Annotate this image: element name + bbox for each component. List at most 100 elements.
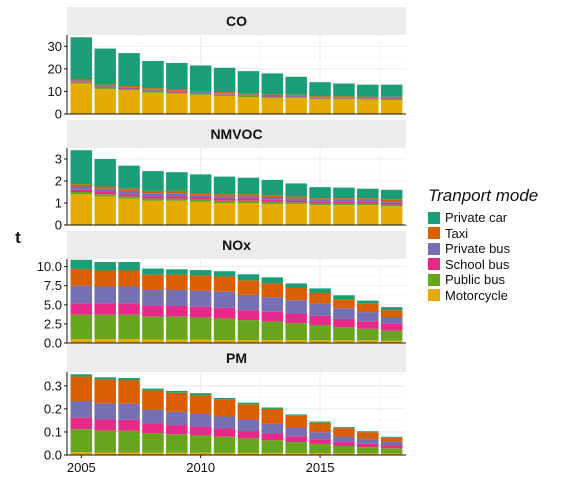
facet-strip bbox=[67, 344, 406, 372]
bar-segment bbox=[189, 92, 212, 94]
bar-segment bbox=[357, 98, 379, 99]
bar-segment bbox=[118, 303, 140, 315]
legend-label: Motorcycle bbox=[445, 287, 508, 303]
bar-segment bbox=[237, 194, 260, 197]
bar-segment bbox=[118, 198, 140, 225]
bar-segment bbox=[142, 274, 164, 290]
bar-segment bbox=[70, 184, 93, 187]
bar-segment bbox=[309, 187, 331, 199]
bar-segment bbox=[118, 53, 140, 87]
bar-segment bbox=[189, 339, 212, 343]
bar-segment bbox=[70, 82, 93, 84]
bar-segment bbox=[118, 190, 140, 195]
bar-segment bbox=[213, 94, 236, 96]
bar-segment bbox=[189, 93, 212, 94]
bar-segment bbox=[166, 425, 188, 435]
bar-segment bbox=[333, 199, 355, 202]
bar-segment bbox=[166, 339, 188, 343]
bar-segment bbox=[261, 339, 284, 343]
bar-segment bbox=[70, 376, 93, 402]
bar-segment bbox=[285, 323, 307, 340]
bar-segment bbox=[70, 192, 93, 195]
bar-segment bbox=[261, 408, 284, 424]
bar-segment bbox=[309, 443, 331, 454]
bar-segment bbox=[333, 99, 355, 114]
bar-segment bbox=[261, 297, 284, 312]
bar-segment bbox=[285, 96, 307, 98]
bar-segment bbox=[166, 89, 188, 91]
bar-segment bbox=[213, 339, 236, 343]
facet-title: NOx bbox=[222, 237, 251, 253]
bar-segment bbox=[357, 84, 379, 97]
bar-segment bbox=[333, 201, 355, 204]
bar-segment bbox=[237, 93, 260, 95]
bar-segment bbox=[237, 402, 260, 405]
bar-segment bbox=[166, 62, 188, 90]
bar-segment bbox=[380, 97, 403, 99]
bar-segment bbox=[261, 407, 284, 409]
bar-segment bbox=[142, 423, 164, 434]
bar-segment bbox=[333, 96, 355, 98]
bar-segment bbox=[309, 288, 331, 293]
bar-segment bbox=[166, 198, 188, 201]
bar-segment bbox=[333, 83, 355, 97]
bar-segment bbox=[166, 196, 188, 199]
legend: Tranport mode Private car Taxi Private bus… bbox=[428, 186, 568, 303]
bar-segment bbox=[94, 84, 116, 87]
bar-segment bbox=[142, 339, 164, 343]
bar-segment bbox=[380, 441, 403, 446]
bar-segment bbox=[118, 339, 140, 343]
y-tick-label: 5.0 bbox=[44, 297, 62, 312]
bar-segment bbox=[189, 193, 212, 196]
bar-segment bbox=[357, 300, 379, 304]
bar-segment bbox=[261, 440, 284, 453]
bar-segment bbox=[309, 432, 331, 440]
bar-segment bbox=[237, 95, 260, 98]
bar-segment bbox=[70, 189, 93, 192]
bar-segment bbox=[166, 190, 188, 194]
bar-segment bbox=[213, 94, 236, 95]
bar-segment bbox=[213, 200, 236, 203]
y-tick-label: 30 bbox=[48, 39, 62, 54]
bar-segment bbox=[189, 195, 212, 198]
bar-segment bbox=[166, 411, 188, 426]
facet-strip bbox=[67, 7, 406, 35]
bar-segment bbox=[166, 92, 188, 94]
bar-segment bbox=[380, 307, 403, 311]
bar-segment bbox=[70, 194, 93, 225]
bar-segment bbox=[118, 165, 140, 189]
bar-segment bbox=[189, 90, 212, 93]
bar-segment bbox=[118, 89, 140, 91]
bar-segment bbox=[357, 99, 379, 114]
bar-segment bbox=[213, 271, 236, 277]
bar-segment bbox=[166, 274, 188, 290]
bar-segment bbox=[142, 316, 164, 340]
legend-item: Private bus bbox=[428, 241, 568, 257]
bar-segment bbox=[261, 201, 284, 205]
bar-segment bbox=[261, 204, 284, 225]
bar-segment bbox=[357, 97, 379, 99]
bar-segment bbox=[70, 79, 93, 81]
bar-segment bbox=[142, 89, 164, 91]
bar-segment bbox=[213, 93, 236, 95]
legend-swatch bbox=[428, 242, 440, 255]
bar-segment bbox=[142, 91, 164, 93]
y-tick-label: 7.5 bbox=[44, 278, 62, 293]
bar-segment bbox=[309, 453, 331, 455]
bar-segment bbox=[94, 314, 116, 340]
bar-segment bbox=[166, 90, 188, 92]
bar-segment bbox=[333, 295, 355, 300]
legend-swatch bbox=[428, 227, 440, 240]
bar-segment bbox=[357, 205, 379, 225]
bar-segment bbox=[309, 292, 331, 304]
bar-segment bbox=[380, 96, 403, 98]
bar-segment bbox=[261, 423, 284, 434]
bar-segment bbox=[166, 200, 188, 225]
bar-segment bbox=[333, 205, 355, 225]
bar-segment bbox=[309, 97, 331, 99]
bar-segment bbox=[94, 86, 116, 88]
bar-segment bbox=[357, 431, 379, 433]
bar-segment bbox=[285, 95, 307, 97]
bar-segment bbox=[94, 379, 116, 404]
bar-segment bbox=[237, 404, 260, 420]
